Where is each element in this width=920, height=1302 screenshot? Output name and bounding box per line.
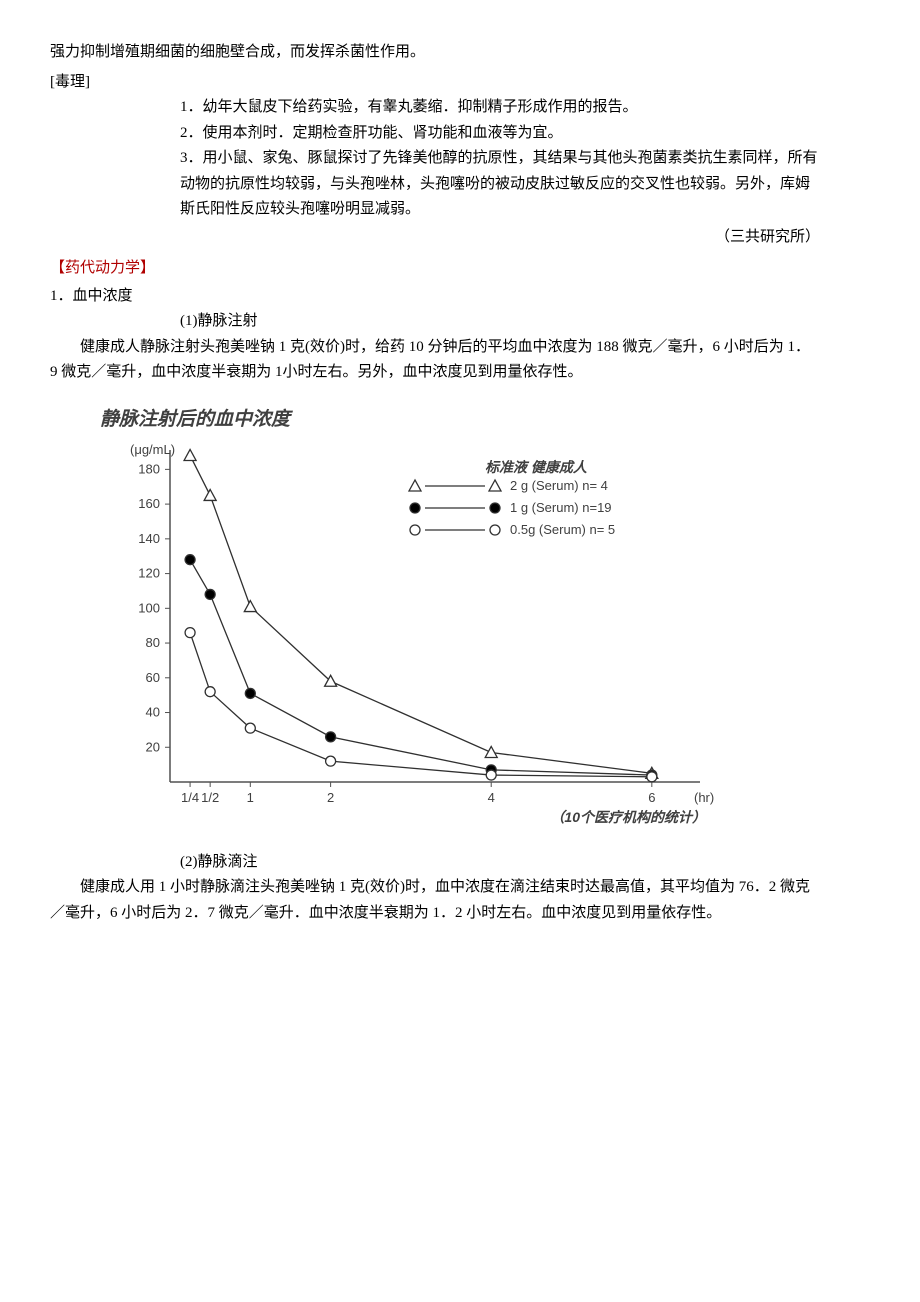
- svg-text:2 g (Serum) n= 4: 2 g (Serum) n= 4: [510, 478, 608, 493]
- svg-text:2: 2: [327, 790, 334, 805]
- svg-text:100: 100: [138, 600, 160, 615]
- svg-text:120: 120: [138, 565, 160, 580]
- iv-injection-para: 健康成人静脉注射头孢美唑钠 1 克(效价)时，给药 10 分钟后的平均血中浓度为…: [50, 335, 810, 386]
- blood-concentration-heading: 1．血中浓度: [50, 284, 870, 310]
- svg-text:40: 40: [146, 704, 160, 719]
- svg-text:20: 20: [146, 739, 160, 754]
- toxicology-label: [毒理]: [50, 70, 870, 96]
- tox-item-2: 2．使用本剂时．定期检查肝功能、肾功能和血液等为宜。: [180, 121, 870, 147]
- iv-injection-heading: (1)静脉注射: [180, 309, 870, 335]
- svg-text:140: 140: [138, 531, 160, 546]
- svg-text:1: 1: [247, 790, 254, 805]
- svg-text:1 g (Serum) n=19: 1 g (Serum) n=19: [510, 500, 612, 515]
- chart-title: 静脉注射后的血中浓度: [100, 404, 870, 436]
- pharmacokinetics-heading: 【药代动力学】: [50, 256, 870, 282]
- iv-injection-chart: 静脉注射后的血中浓度 (μg/mL) 20 40 60 80 100 120 140 160 18…: [90, 404, 870, 832]
- svg-text:(hr): (hr): [694, 790, 714, 805]
- tox-item-1: 1．幼年大鼠皮下给药实验，有睾丸萎缩．抑制精子形成作用的报告。: [180, 95, 870, 121]
- svg-text:1/4: 1/4: [181, 790, 199, 805]
- attribution: （三共研究所）: [50, 225, 820, 251]
- svg-text:160: 160: [138, 496, 160, 511]
- iv-drip-heading: (2)静脉滴注: [180, 850, 870, 876]
- svg-text:80: 80: [146, 635, 160, 650]
- svg-text:6: 6: [648, 790, 655, 805]
- iv-drip-para: 健康成人用 1 小时静脉滴注头孢美唑钠 1 克(效价)时，血中浓度在滴注结束时达…: [50, 875, 810, 926]
- svg-text:4: 4: [488, 790, 495, 805]
- svg-text:180: 180: [138, 461, 160, 476]
- svg-text:（10个医疗机构的统计）: （10个医疗机构的统计）: [550, 809, 706, 825]
- svg-text:(μg/mL): (μg/mL): [130, 442, 175, 457]
- concentration-line-chart: (μg/mL) 20 40 60 80 100 120 140 160 180 1/41/2 1 2 4 6…: [90, 442, 730, 832]
- tox-item-1-2: 1．幼年大鼠皮下给药实验，有睾丸萎缩．抑制精子形成作用的报告。 2．使用本剂时．…: [180, 95, 870, 146]
- svg-text:60: 60: [146, 670, 160, 685]
- intro-line: 强力抑制增殖期细菌的细胞壁合成，而发挥杀菌性作用。: [50, 40, 870, 66]
- tox-item-3: 3．用小鼠、家兔、豚鼠探讨了先锋美他醇的抗原性，其结果与其他头孢菌素类抗生素同样…: [180, 146, 820, 223]
- svg-text:1/2: 1/2: [201, 790, 219, 805]
- svg-text:标准液 健康成人: 标准液 健康成人: [485, 459, 588, 475]
- svg-text:0.5g (Serum) n= 5: 0.5g (Serum) n= 5: [510, 522, 615, 537]
